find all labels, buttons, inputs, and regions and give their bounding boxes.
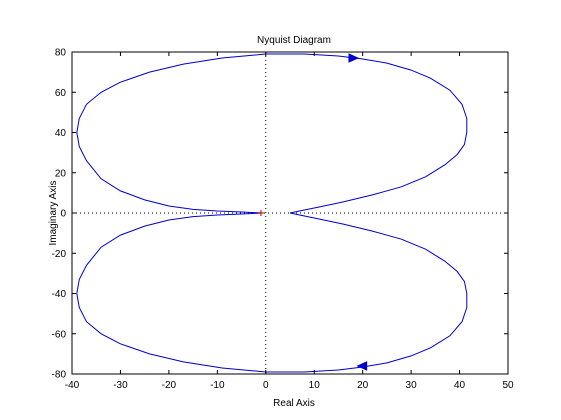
plot-layer (72, 52, 508, 374)
x-ticks: -40 -30 -20 -10 0 10 20 30 40 50 (65, 52, 514, 391)
series-line-2 (76, 212, 468, 373)
y-ticks: -80 -60 -40 -20 0 20 40 60 80 (52, 48, 508, 381)
x-tick-label-30: 30 (406, 380, 418, 391)
chart-title: Nyquist Diagram (257, 35, 331, 46)
y-axis-title: Imaginary Axis (48, 180, 59, 245)
x-axis-title: Real Axis (273, 398, 315, 409)
x-tick-label-10: 10 (309, 380, 321, 391)
y-tick-label-40: 40 (55, 128, 67, 139)
y-tick-label--60: -60 (52, 329, 67, 340)
x-tick-label-0: 0 (263, 380, 269, 391)
y-tick-label--20: -20 (52, 249, 67, 260)
y-tick-label--80: -80 (52, 370, 67, 381)
direction-arrow-2 (356, 361, 368, 371)
x-tick-label--20: -20 (162, 380, 177, 391)
y-tick-label-80: 80 (55, 48, 67, 59)
x-tick-label--10: -10 (210, 380, 225, 391)
x-tick-label-50: 50 (502, 380, 514, 391)
y-tick-label-60: 60 (55, 88, 67, 99)
x-tick-label-40: 40 (454, 380, 466, 391)
x-tick-label--30: -30 (113, 380, 128, 391)
direction-arrow-1 (348, 53, 360, 63)
x-tick-label-20: 20 (357, 380, 369, 391)
y-tick-label-0: 0 (60, 209, 66, 220)
y-tick-label-20: 20 (55, 168, 67, 179)
critical-point-marker-1 (257, 210, 264, 216)
series-line-1 (76, 53, 468, 214)
y-tick-label--40: -40 (52, 289, 67, 300)
x-tick-label--40: -40 (65, 380, 80, 391)
